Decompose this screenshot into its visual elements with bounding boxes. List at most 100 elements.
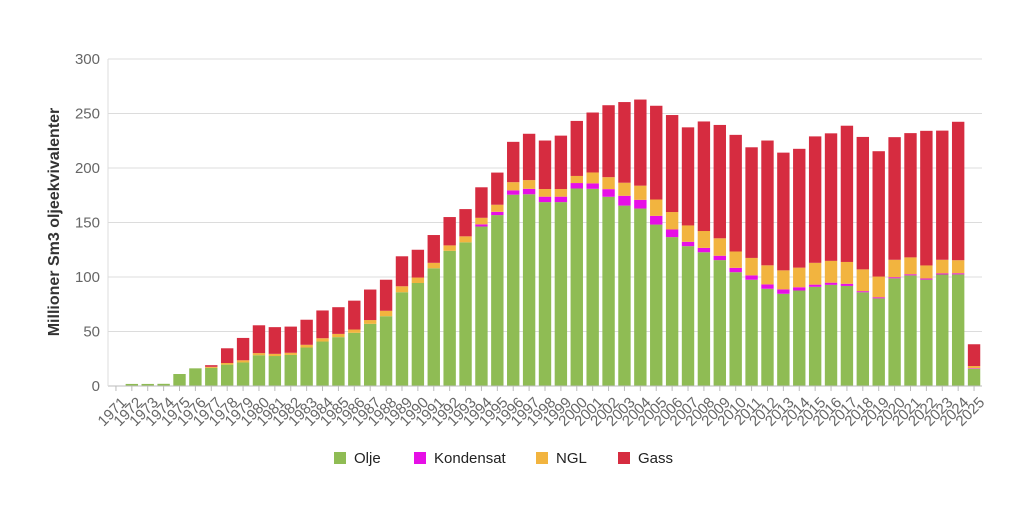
bar-ngl-1999 bbox=[554, 189, 568, 197]
bar-gass-1992 bbox=[443, 217, 456, 246]
bar-olje-1984 bbox=[316, 341, 329, 386]
bar-gass-1994 bbox=[475, 187, 488, 218]
bar-gass-2009 bbox=[713, 124, 726, 239]
bar-ngl-2025 bbox=[967, 366, 981, 369]
legend-item-olje[interactable]: Olje bbox=[334, 450, 381, 467]
y-tick-label: 50 bbox=[83, 324, 100, 341]
bar-kondensat-2020 bbox=[888, 277, 901, 279]
bar-gass-2024 bbox=[951, 121, 965, 261]
legend-item-gass[interactable]: Gass bbox=[618, 450, 673, 467]
bar-olje-1995 bbox=[491, 215, 504, 386]
y-tick-label: 300 bbox=[75, 51, 100, 68]
bar-kondensat-2014 bbox=[793, 287, 806, 291]
bar-olje-1977 bbox=[205, 367, 218, 386]
bar-kondensat-2019 bbox=[872, 297, 885, 299]
bar-gass-2006 bbox=[665, 115, 679, 213]
bar-ngl-1983 bbox=[300, 344, 313, 348]
bar-olje-1989 bbox=[395, 292, 409, 386]
bar-ngl-1981 bbox=[268, 353, 282, 357]
bar-gass-2019 bbox=[872, 151, 885, 277]
bar-gass-2012 bbox=[761, 140, 774, 266]
bar-ngl-1987 bbox=[364, 320, 377, 324]
bar-gass-2013 bbox=[777, 152, 790, 271]
bar-gass-1985 bbox=[332, 307, 345, 334]
x-axis: 1971197219731974197519761977197819791980… bbox=[95, 385, 988, 430]
legend-label: Olje bbox=[354, 450, 381, 467]
bar-gass-1996 bbox=[507, 141, 520, 183]
bar-ngl-1989 bbox=[395, 286, 409, 293]
bar-gass-1998 bbox=[538, 140, 552, 190]
bar-ngl-1992 bbox=[443, 245, 456, 251]
bar-kondensat-1999 bbox=[554, 196, 568, 203]
bar-olje-1982 bbox=[284, 354, 297, 386]
bar-ngl-1994 bbox=[475, 217, 488, 225]
bar-gass-2010 bbox=[729, 134, 742, 252]
legend: Olje Kondensat NGL Gass bbox=[334, 450, 673, 467]
bar-olje-2013 bbox=[777, 293, 790, 386]
bar-olje-1975 bbox=[173, 374, 186, 386]
bar-ngl-1997 bbox=[522, 180, 536, 189]
bar-ngl-2021 bbox=[904, 257, 917, 275]
legend-item-kondensat[interactable]: Kondensat bbox=[414, 450, 507, 467]
bar-olje-2018 bbox=[856, 292, 870, 386]
bar-olje-1978 bbox=[220, 364, 234, 386]
bar-ngl-1979 bbox=[236, 360, 250, 363]
y-axis-title: Millioner Sm3 oljeekvivalenter bbox=[46, 108, 63, 337]
bar-ngl-2024 bbox=[951, 260, 965, 274]
bar-olje-2011 bbox=[745, 279, 758, 386]
bar-olje-2017 bbox=[840, 285, 854, 386]
bar-olje-2002 bbox=[602, 196, 615, 386]
bar-olje-2020 bbox=[888, 278, 901, 386]
bar-olje-1972 bbox=[125, 383, 139, 386]
bar-ngl-1982 bbox=[284, 352, 297, 355]
legend-label: Gass bbox=[638, 450, 673, 467]
bar-ngl-2013 bbox=[777, 270, 790, 290]
bar-olje-1996 bbox=[507, 194, 520, 386]
bar-gass-1980 bbox=[252, 325, 266, 354]
bar-gass-2017 bbox=[840, 125, 854, 262]
bar-olje-2016 bbox=[824, 284, 838, 386]
y-tick-label: 0 bbox=[92, 378, 100, 395]
bar-olje-1993 bbox=[459, 242, 472, 386]
y-axis: 0 50 100 150 200 250 300 bbox=[75, 51, 109, 395]
bar-olje-2024 bbox=[951, 274, 965, 386]
bar-olje-2022 bbox=[920, 279, 933, 386]
bar-gass-1979 bbox=[236, 337, 250, 361]
bar-gass-1983 bbox=[300, 319, 313, 345]
bar-ngl-1988 bbox=[379, 310, 393, 317]
bar-olje-1987 bbox=[364, 323, 377, 386]
bar-gass-1989 bbox=[395, 256, 409, 287]
bar-olje-2004 bbox=[634, 208, 647, 386]
bar-kondensat-1995 bbox=[491, 211, 504, 216]
bar-ngl-2016 bbox=[824, 260, 838, 283]
bar-gass-2021 bbox=[904, 133, 917, 258]
bar-ngl-2015 bbox=[808, 262, 822, 285]
bar-ngl-2006 bbox=[665, 212, 679, 230]
bar-gass-2020 bbox=[888, 137, 901, 260]
bar-gass-1988 bbox=[379, 279, 393, 311]
bar-gass-1990 bbox=[411, 249, 425, 278]
bar-olje-2003 bbox=[618, 205, 631, 386]
bar-ngl-2008 bbox=[697, 231, 711, 248]
bar-olje-2007 bbox=[681, 246, 695, 386]
bar-olje-2014 bbox=[793, 290, 806, 386]
bar-olje-1986 bbox=[348, 332, 361, 386]
bar-gass-1995 bbox=[491, 172, 504, 205]
bar-kondensat-2007 bbox=[681, 241, 695, 247]
bar-olje-1981 bbox=[268, 356, 282, 386]
bar-ngl-1986 bbox=[348, 329, 361, 333]
bar-gass-1991 bbox=[427, 235, 440, 263]
bar-olje-2008 bbox=[697, 252, 711, 386]
bar-gass-1977 bbox=[205, 365, 218, 367]
bar-gass-2002 bbox=[602, 105, 615, 178]
bar-kondensat-2011 bbox=[745, 275, 758, 280]
bar-kondensat-2022 bbox=[920, 278, 933, 280]
bar-olje-1976 bbox=[189, 368, 202, 386]
y-tick-label: 150 bbox=[75, 215, 100, 232]
bar-gass-1986 bbox=[348, 300, 361, 330]
legend-item-ngl[interactable]: NGL bbox=[536, 450, 587, 467]
bar-gass-1982 bbox=[284, 326, 297, 353]
bar-olje-1992 bbox=[443, 250, 456, 386]
bar-ngl-1980 bbox=[252, 353, 266, 356]
bar-gass-2014 bbox=[793, 148, 806, 268]
